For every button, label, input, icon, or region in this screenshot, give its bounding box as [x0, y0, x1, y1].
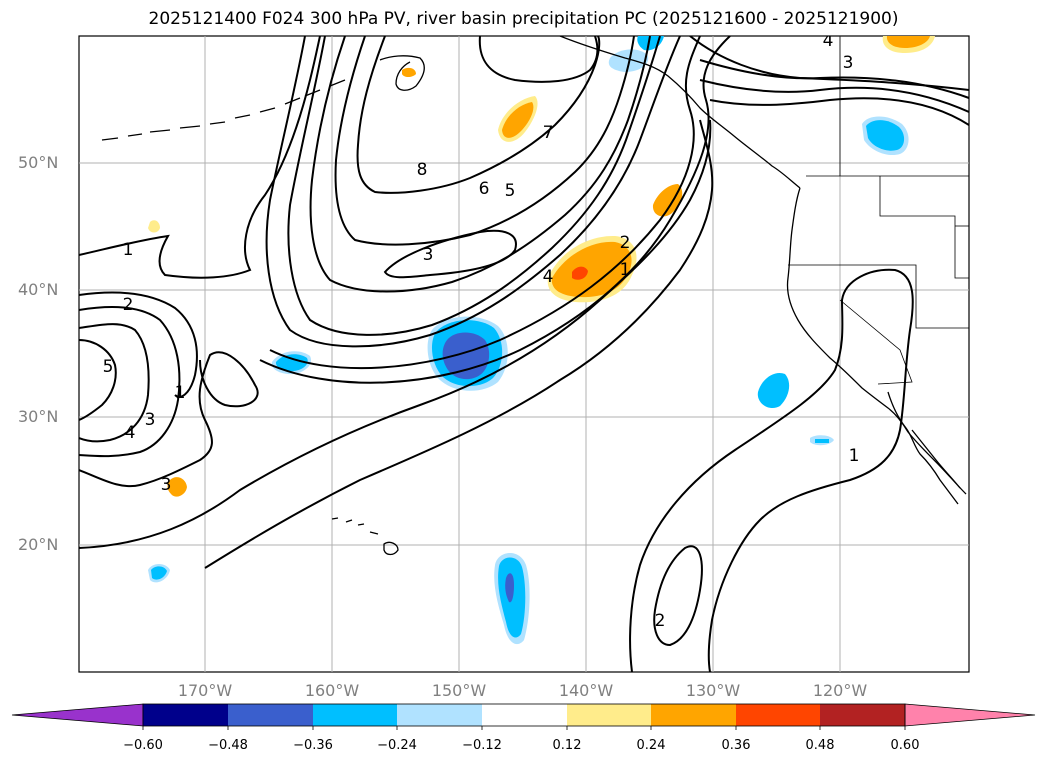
lon-label: 160°W [304, 681, 360, 700]
precip-positive-patch [551, 241, 632, 298]
lat-label: 50°N [18, 153, 59, 172]
lon-label: 130°W [685, 681, 741, 700]
coastlines [101, 36, 967, 556]
colorbar-bin [736, 704, 820, 726]
lon-label: 170°W [177, 681, 233, 700]
precip-negative-patch [275, 354, 308, 372]
colorbar-bin [313, 704, 397, 726]
colorbar-bin [228, 704, 313, 726]
contour-label: 1 [123, 240, 134, 260]
precip-positive-patch [572, 266, 588, 280]
precip-positive-patch [148, 220, 160, 233]
precip-negative-patch [637, 36, 664, 51]
colorbar-bin [143, 704, 228, 726]
lon-label: 140°W [558, 681, 614, 700]
contour-label: 1 [849, 446, 860, 466]
lat-label: 20°N [18, 535, 59, 554]
colorbar-tick-label: −0.12 [462, 738, 502, 753]
borders [788, 36, 969, 385]
colorbar-frame [142, 703, 906, 727]
precip-negative-patch [866, 120, 905, 151]
contour-label: 1 [175, 383, 186, 403]
lon-label: 150°W [431, 681, 487, 700]
contour-labels: 4 3 8 7 6 5 1 2 3 4 2 1 5 4 3 1 3 1 2 [103, 31, 860, 631]
pv-contours [79, 36, 969, 672]
colorbar-min-extend [11, 703, 144, 727]
colorbar-tick-label: −0.36 [293, 738, 333, 753]
colorbar-tick-label: 0.60 [890, 738, 920, 753]
colorbar [11, 703, 1036, 730]
contour-label: 5 [103, 357, 114, 377]
precip-negative-patch [151, 566, 167, 580]
map-title: 2025121400 F024 300 hPa PV, river basin … [148, 9, 899, 29]
colorbar-tick-label: −0.48 [208, 738, 248, 753]
contour-label: 7 [543, 123, 554, 143]
lon-label: 120°W [812, 681, 868, 700]
colorbar-bin [567, 704, 651, 726]
colorbar-bin [397, 704, 482, 726]
precip-positive-patch [652, 184, 683, 217]
lat-label: 30°N [18, 407, 59, 426]
contour-label: 2 [655, 611, 666, 631]
colorbar-tick-label: −0.24 [377, 738, 417, 753]
contour-label: 4 [543, 267, 554, 287]
contour-label: 1 [620, 260, 631, 280]
precip-negative-patch [757, 372, 790, 409]
precip-positive-patch [402, 67, 416, 77]
colorbar-tick-label: −0.60 [123, 738, 163, 753]
contour-label: 5 [505, 181, 516, 201]
contour-label: 3 [843, 53, 854, 73]
colorbar-tick-label: 0.48 [805, 738, 835, 753]
colorbar-bin [820, 704, 905, 726]
contour-label: 6 [479, 179, 490, 199]
contour-label: 3 [145, 410, 156, 430]
precip-negative-patch [505, 573, 514, 603]
precip-positive-patch [502, 102, 534, 138]
contour-label: 4 [823, 31, 834, 51]
colorbar-tick-label: 0.36 [721, 738, 751, 753]
colorbar-tick-label: 0.24 [636, 738, 666, 753]
contour-label: 8 [417, 160, 428, 180]
contour-label: 2 [620, 233, 631, 253]
colorbar-max-extend [904, 703, 1036, 727]
contour-label: 3 [423, 245, 434, 265]
precip-positive-patch [886, 36, 930, 48]
colorbar-tick-label: 0.12 [552, 738, 582, 753]
precip-positive-patch [167, 477, 187, 497]
precip-negative-patch [815, 439, 829, 443]
contour-label: 3 [161, 475, 172, 495]
lat-label: 40°N [18, 280, 59, 299]
contour-label: 4 [125, 423, 136, 443]
colorbar-bin [482, 704, 567, 726]
contour-label: 2 [123, 295, 134, 315]
colorbar-bin [651, 704, 736, 726]
